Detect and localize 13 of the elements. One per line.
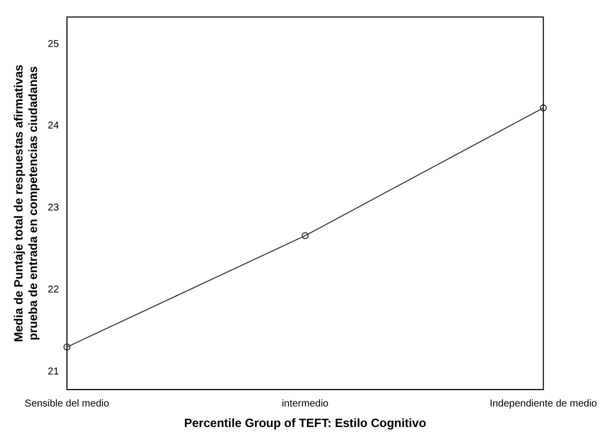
point	[302, 232, 309, 240]
y-tick-label: 22	[48, 284, 60, 296]
y-tick-label: 24	[48, 120, 60, 132]
y-axis-title: Media de Puntaje total de respuestas afirmativas prueba de entrada en competencias ciudadanas	[12, 64, 40, 342]
x-axis-title: Percentile Group of TEFT: Estilo Cognitivo	[184, 416, 426, 430]
x-tick-label: Sensible del medio	[24, 398, 110, 410]
point	[540, 104, 547, 112]
y-tick-label: 25	[48, 38, 60, 50]
y-tick-label: 21	[48, 366, 60, 378]
point	[63, 344, 70, 351]
x-tick-label: Independiente de medio	[490, 398, 598, 410]
y-tick-label: 23	[48, 202, 60, 214]
x-tick-label: intermedio	[282, 398, 329, 410]
